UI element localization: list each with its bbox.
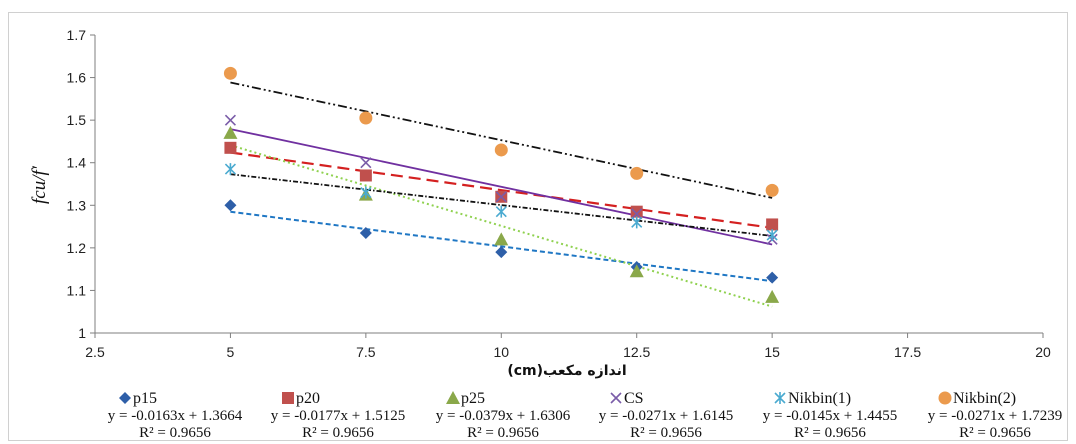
y-tick-label: 1.7 [67,27,87,43]
point-p25 [494,232,509,246]
point-p25 [223,125,238,139]
point-nikbin2 [765,183,779,197]
point-p25 [629,264,644,278]
point-nikbin2 [630,166,644,180]
trendline-nikbin2 [230,81,773,199]
point-nikbin1 [360,186,372,199]
trendline-p20 [230,151,773,229]
y-tick-label: 1.3 [67,197,87,213]
trend-equation-p20: y = -0.0177x + 1.5125 [271,408,405,424]
legend-label-cs: CS [624,390,644,407]
point-p20 [630,205,643,218]
x-tick-label: 15 [764,344,780,360]
point-p15 [359,226,372,239]
point-p20 [359,169,372,182]
chart-border [8,12,1068,441]
trend-equation-p15: y = -0.0163x + 1.3664 [108,408,243,424]
legend-label-p25: p25 [461,390,485,407]
x-tick-label: 17.5 [894,344,921,360]
x-axis-label: اندازه مکعب(cm) [507,363,626,379]
point-p15 [766,271,779,284]
point-nikbin2 [494,143,508,157]
y-axis-label: fcu/f′ [29,165,50,204]
trend-r2-nikbin1: R² = 0.9656 [794,425,866,441]
point-p15 [224,199,237,212]
x-tick-label: 20 [1035,344,1051,360]
axes: 1 1.1 1.2 1.3 1.4 1.5 1.6 1.7 2.5 5 7.5 10 12.5 15 17.… [67,27,1051,360]
legend-marker-cs [610,392,622,404]
y-tick-label: 1.4 [67,155,87,171]
legend-label-p20: p20 [296,390,320,407]
y-tick-label: 1.6 [67,70,87,86]
point-nikbin1 [766,229,778,242]
trend-equation-nikbin1: y = -0.0145x + 1.4455 [763,408,897,424]
legend-marker-p25 [446,391,460,404]
point-nikbin1 [495,205,507,218]
y-tick-label: 1.1 [67,282,87,298]
x-tick-label: 12.5 [623,344,650,360]
trendline-p25 [230,144,773,308]
point-nikbin1 [224,163,236,176]
legend-label-nikbin2: Nikbin(2) [953,390,1016,407]
point-nikbin1 [631,216,643,229]
legend-label-p15: p15 [133,390,157,407]
point-p15 [495,246,508,259]
y-tick-label: 1.5 [67,112,87,128]
trend-equation-p25: y = -0.0379x + 1.6306 [436,408,571,424]
y-tick-label: 1.2 [67,240,87,256]
legend-marker-nikbin1 [774,392,786,404]
point-nikbin2 [359,111,373,125]
point-cs [495,191,507,203]
trend-r2-p25: R² = 0.9656 [467,425,539,441]
x-tick-label: 5 [227,344,235,360]
trend-equation-cs: y = -0.0271x + 1.6145 [599,408,733,424]
point-cs [631,208,643,220]
x-tick-label: 7.5 [356,344,376,360]
trend-equation-nikbin2: y = -0.0271x + 1.7239 [928,408,1062,424]
trend-r2-cs: R² = 0.9656 [630,425,702,441]
point-nikbin2 [223,66,237,80]
point-p25 [765,289,780,303]
legend-label-nikbin1: Nikbin(1) [788,390,851,407]
data-points [223,66,780,303]
trend-r2-p20: R² = 0.9656 [302,425,374,441]
trend-r2-nikbin2: R² = 0.9656 [959,425,1031,441]
trend-r2-p15: R² = 0.9656 [139,425,211,441]
y-tick-label: 1 [78,325,86,341]
legend-marker-p20 [282,392,294,404]
x-tick-label: 2.5 [85,344,105,360]
point-cs [224,114,236,126]
point-p20 [224,141,237,154]
point-cs [360,157,372,169]
legend-marker-nikbin2 [938,391,952,405]
trendline-nikbin1 [230,173,773,237]
x-tick-label: 10 [493,344,509,360]
legend-marker-p15 [119,392,131,404]
point-p20 [766,218,779,231]
